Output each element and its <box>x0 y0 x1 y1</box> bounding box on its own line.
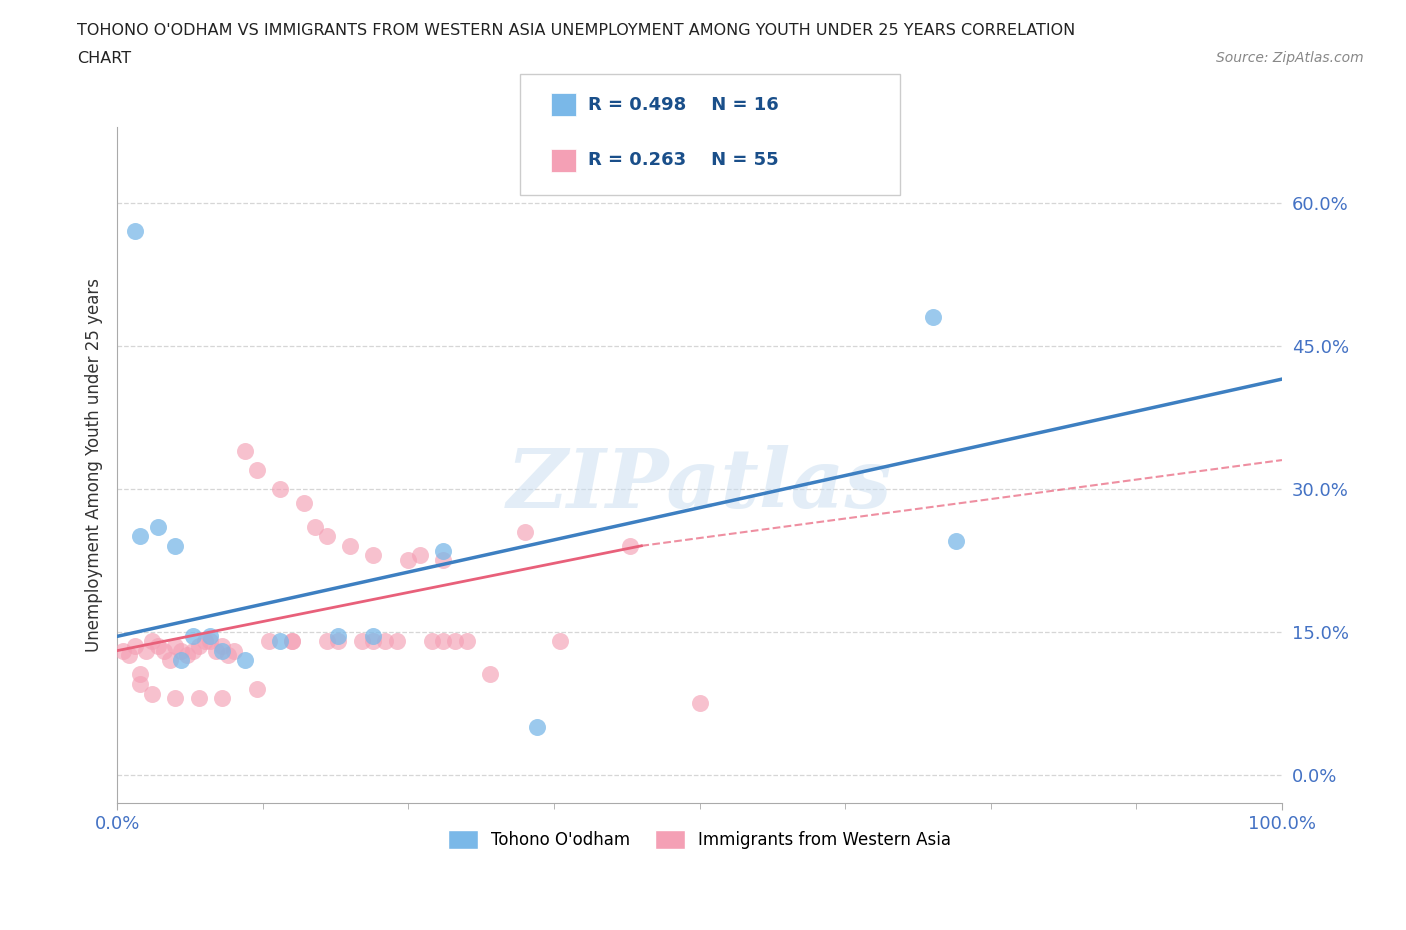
Point <box>181 644 204 658</box>
Point <box>478 667 501 682</box>
Point <box>432 543 454 558</box>
Text: R = 0.263    N = 55: R = 0.263 N = 55 <box>588 152 779 169</box>
Point <box>135 644 157 658</box>
Point <box>385 633 408 648</box>
Point <box>363 629 385 644</box>
Point <box>211 691 233 706</box>
Point <box>444 633 467 648</box>
Point <box>165 638 187 653</box>
Text: ZIPatlas: ZIPatlas <box>506 445 893 525</box>
Point <box>205 644 228 658</box>
Point <box>269 481 291 496</box>
Point <box>200 629 222 644</box>
Point <box>176 648 198 663</box>
Point <box>432 552 454 567</box>
Point <box>945 534 967 549</box>
Point <box>363 633 385 648</box>
Point <box>409 548 432 563</box>
Point <box>619 538 641 553</box>
Text: CHART: CHART <box>77 51 131 66</box>
Point <box>304 519 326 534</box>
Point <box>152 644 174 658</box>
Point <box>328 633 350 648</box>
Point <box>211 644 233 658</box>
Point <box>432 633 454 648</box>
Point <box>281 633 304 648</box>
Point <box>222 644 245 658</box>
Point <box>374 633 396 648</box>
Point <box>187 691 209 706</box>
Point <box>165 691 187 706</box>
Point <box>211 638 233 653</box>
Point <box>513 525 536 539</box>
Point <box>548 633 571 648</box>
Point <box>129 667 152 682</box>
Point <box>118 648 141 663</box>
Point <box>281 633 304 648</box>
Point <box>257 633 280 648</box>
Point <box>181 629 204 644</box>
Point <box>187 638 209 653</box>
Point <box>217 648 239 663</box>
Point <box>350 633 373 648</box>
Point <box>165 538 187 553</box>
Y-axis label: Unemployment Among Youth under 25 years: Unemployment Among Youth under 25 years <box>86 278 103 652</box>
Text: R = 0.498    N = 16: R = 0.498 N = 16 <box>588 96 779 113</box>
Legend: Tohono O'odham, Immigrants from Western Asia: Tohono O'odham, Immigrants from Western … <box>441 823 957 856</box>
Point <box>233 443 256 458</box>
Point <box>170 653 193 668</box>
Text: TOHONO O'ODHAM VS IMMIGRANTS FROM WESTERN ASIA UNEMPLOYMENT AMONG YOUTH UNDER 25: TOHONO O'ODHAM VS IMMIGRANTS FROM WESTER… <box>77 23 1076 38</box>
Point <box>328 629 350 644</box>
Point <box>146 519 169 534</box>
Point <box>921 310 943 325</box>
Point <box>111 644 134 658</box>
Point <box>233 653 256 668</box>
Point <box>269 633 291 648</box>
Point <box>420 633 443 648</box>
Point <box>292 496 315 511</box>
Point <box>141 686 163 701</box>
Point <box>124 224 146 239</box>
Point <box>129 676 152 691</box>
Point <box>170 644 193 658</box>
Point <box>146 638 169 653</box>
Point <box>363 548 385 563</box>
Point <box>526 720 548 735</box>
Point <box>315 633 337 648</box>
Point <box>200 633 222 648</box>
Point <box>246 682 269 697</box>
Point <box>159 653 181 668</box>
Point <box>315 529 337 544</box>
Point <box>246 462 269 477</box>
Point <box>456 633 478 648</box>
Point <box>129 529 152 544</box>
Point <box>339 538 361 553</box>
Point <box>689 696 711 711</box>
Point <box>193 633 215 648</box>
Point <box>141 633 163 648</box>
Text: Source: ZipAtlas.com: Source: ZipAtlas.com <box>1216 51 1364 65</box>
Point <box>124 638 146 653</box>
Point <box>396 552 419 567</box>
